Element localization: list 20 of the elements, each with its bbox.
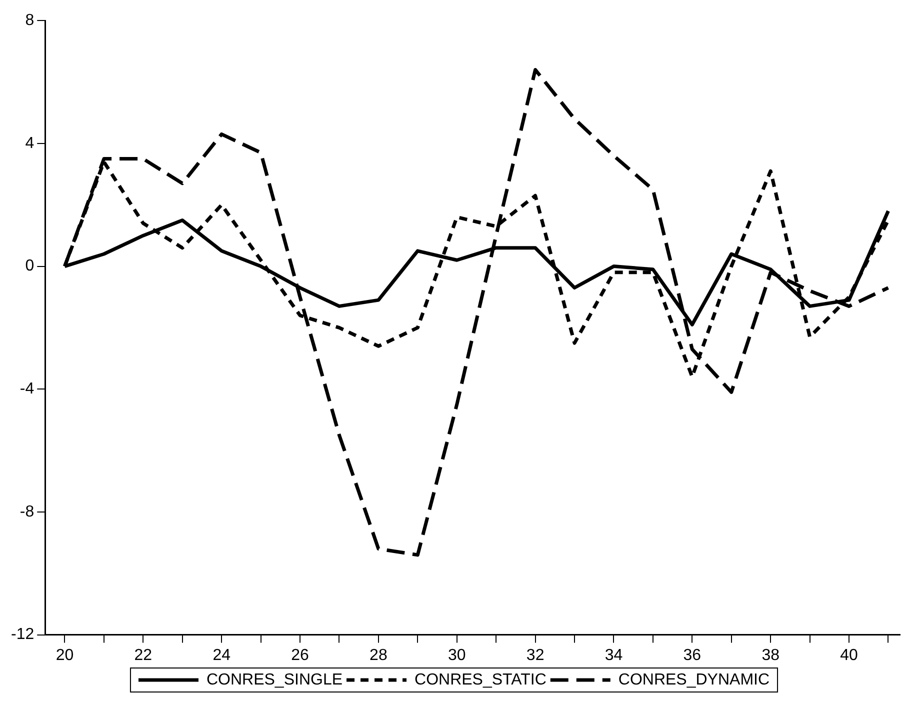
x-tick-label: 20: [56, 646, 74, 664]
x-tick-label: 36: [683, 646, 702, 664]
y-tick-label: 0: [25, 258, 34, 275]
x-tick-label: 38: [762, 646, 780, 664]
y-tick-label: -8: [20, 503, 34, 520]
x-tick-label: 30: [448, 646, 466, 664]
legend-label: CONRES_STATIC: [414, 671, 546, 688]
x-tick-label: 40: [840, 646, 858, 664]
x-tick-label: 32: [526, 646, 544, 664]
x-tick-label: 28: [370, 646, 388, 664]
y-tick-label: -12: [11, 626, 34, 644]
y-tick-label: 4: [25, 134, 34, 152]
x-tick-label: 34: [604, 646, 623, 664]
legend-label: CONRES_DYNAMIC: [618, 671, 770, 688]
x-tick-label: 24: [212, 646, 231, 664]
x-tick-label: 22: [134, 646, 152, 664]
x-tick-label: 26: [291, 646, 310, 664]
y-tick-label: 8: [25, 12, 34, 30]
legend-label: CONRES_SINGLE: [206, 671, 343, 688]
y-tick-label: -4: [20, 380, 34, 398]
